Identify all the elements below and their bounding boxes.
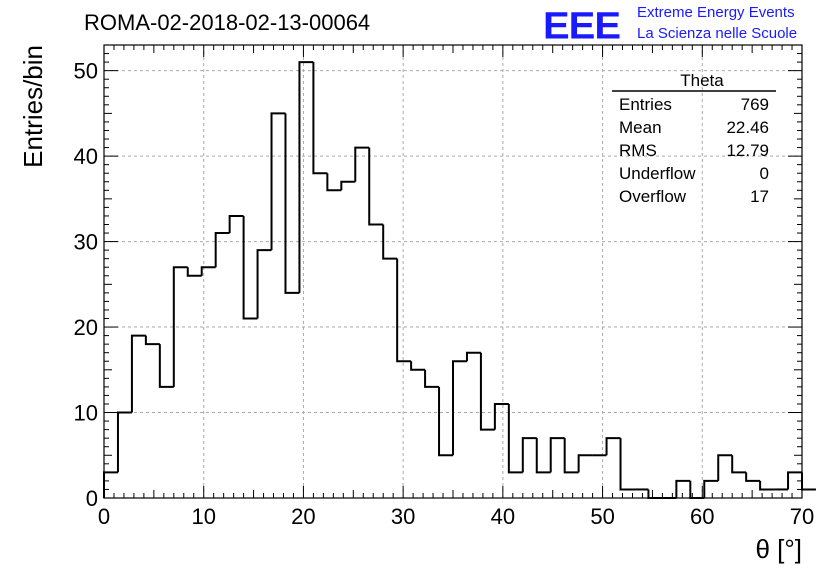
histogram-bin <box>396 258 412 363</box>
histogram-bin <box>479 352 495 431</box>
x-tick-label: 60 <box>690 504 714 529</box>
histogram-bin <box>535 438 551 474</box>
histogram-bin <box>368 147 384 226</box>
y-tick-label: 0 <box>86 486 98 511</box>
stats-row-label: RMS <box>619 141 657 160</box>
eee-logo: EEE <box>543 5 621 47</box>
histogram-bin <box>424 369 440 388</box>
histogram-bin <box>214 232 230 268</box>
histogram-bin <box>144 335 160 346</box>
histogram-bin <box>493 402 509 430</box>
y-axis-label: Entries/bin <box>18 45 48 168</box>
histogram-bin <box>256 249 272 319</box>
y-tick-label: 40 <box>74 144 98 169</box>
histogram-bin <box>103 471 118 498</box>
stats-row-value: 22.46 <box>726 118 769 137</box>
histogram-bin <box>270 112 286 251</box>
stats-row-label: Overflow <box>619 187 687 206</box>
x-tick-label: 50 <box>590 504 614 529</box>
histogram-bin <box>801 472 816 491</box>
stats-row-value: 769 <box>741 95 769 114</box>
histogram-bin <box>717 454 733 481</box>
histogram-bin <box>452 360 467 456</box>
histogram-bin <box>465 351 481 362</box>
histogram-bin <box>703 479 719 498</box>
stats-row-value: 12.79 <box>726 141 769 160</box>
histogram-bin <box>605 437 621 456</box>
x-tick-label: 40 <box>491 504 515 529</box>
stats-row-label: Mean <box>619 118 662 137</box>
histogram-bin <box>619 438 635 491</box>
chart-title: ROMA-02-2018-02-13-00064 <box>84 10 371 35</box>
x-tick-label: 10 <box>191 504 215 529</box>
histogram-bin <box>228 214 244 234</box>
histogram-series <box>103 61 816 499</box>
histogram-bin <box>438 386 453 457</box>
histogram-bin <box>759 480 775 491</box>
histogram-bin <box>549 437 565 473</box>
y-tick-label: 50 <box>74 59 98 84</box>
histogram-bin <box>284 113 300 294</box>
histogram-bin <box>116 411 132 473</box>
histogram-bin <box>158 344 174 388</box>
histogram-bin <box>298 61 314 293</box>
histogram-bin <box>382 224 398 260</box>
histogram-bin <box>745 472 761 482</box>
y-tick-label: 10 <box>74 401 98 426</box>
histogram-bin <box>340 180 356 191</box>
histogram-bin <box>312 62 328 175</box>
histogram-bin <box>172 266 188 387</box>
x-tick-labels: 0 10 20 30 40 50 60 70 <box>98 504 814 529</box>
histogram-bin <box>354 146 370 182</box>
histogram-bin <box>675 479 691 498</box>
histogram-bin <box>326 173 342 192</box>
x-tick-label: 70 <box>790 504 814 529</box>
histogram-bin <box>200 266 216 276</box>
histogram-bin <box>130 334 146 413</box>
axis-ticks <box>103 44 803 499</box>
histogram-bin <box>410 361 426 371</box>
stats-row-label: Entries <box>619 95 672 114</box>
x-tick-label: 0 <box>98 504 110 529</box>
x-tick-label: 30 <box>391 504 415 529</box>
y-tick-labels: 0 10 20 30 40 50 <box>74 59 98 511</box>
histogram-bin <box>521 437 537 473</box>
y-tick-label: 30 <box>74 230 98 255</box>
histogram-bin <box>647 489 663 499</box>
histogram-bin <box>731 455 747 474</box>
x-axis-label: θ [°] <box>755 534 802 564</box>
histogram-bin <box>563 438 579 474</box>
x-tick-label: 20 <box>291 504 315 529</box>
stats-title: Theta <box>680 71 724 90</box>
histogram-bin <box>242 215 258 320</box>
histogram-bin <box>186 267 202 277</box>
stats-box: Theta Entries 769 Mean 22.46 RMS 12.79 Underfl… <box>612 71 776 206</box>
histogram-bin <box>577 454 593 473</box>
brand-line-2: La Scienza nelle Scuole <box>637 25 798 42</box>
stats-row-label: Underflow <box>619 164 696 183</box>
brand-line-1: Extreme Energy Events <box>637 4 795 21</box>
stats-row-value: 0 <box>760 164 769 183</box>
histogram-bin <box>507 403 523 474</box>
stats-row-value: 17 <box>750 187 769 206</box>
y-tick-label: 20 <box>74 315 98 340</box>
